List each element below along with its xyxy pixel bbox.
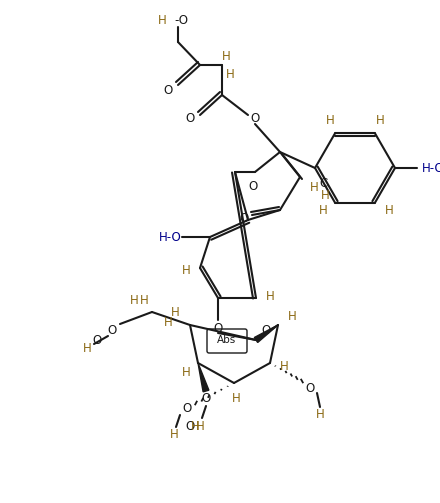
Text: O: O [213, 321, 223, 334]
Text: O: O [185, 420, 194, 433]
Text: H: H [310, 181, 319, 194]
FancyBboxPatch shape [207, 329, 247, 353]
Polygon shape [254, 325, 278, 343]
Text: H: H [164, 316, 172, 329]
Text: H: H [191, 420, 199, 433]
Text: H: H [170, 429, 178, 442]
Text: O: O [182, 402, 192, 415]
Text: O: O [185, 112, 194, 125]
Text: H: H [83, 342, 92, 355]
Text: O: O [163, 83, 172, 97]
Text: O: O [248, 180, 258, 193]
Text: H: H [158, 14, 166, 27]
Text: H: H [280, 361, 288, 374]
Text: O: O [202, 392, 211, 405]
Text: H: H [376, 114, 385, 127]
Text: Abs: Abs [217, 335, 237, 345]
Text: O: O [305, 381, 315, 394]
Text: H-O: H-O [159, 230, 181, 243]
Polygon shape [198, 363, 209, 392]
Text: H: H [226, 67, 235, 80]
Text: O: O [261, 323, 271, 337]
Text: O: O [250, 112, 260, 125]
Text: O: O [239, 211, 249, 224]
Text: H: H [171, 306, 180, 319]
Text: H: H [222, 49, 231, 62]
Text: H: H [319, 204, 327, 217]
Text: H: H [231, 391, 240, 404]
Text: -O: -O [174, 14, 188, 27]
Text: H: H [288, 310, 297, 323]
Text: H: H [139, 293, 148, 306]
Text: O: O [107, 323, 117, 337]
Text: C: C [319, 177, 327, 190]
Text: H: H [182, 264, 191, 277]
Text: H: H [326, 114, 334, 127]
Text: H: H [182, 367, 191, 379]
Text: H: H [315, 408, 324, 422]
Text: O: O [92, 333, 102, 347]
Text: H: H [130, 293, 138, 306]
Text: H-O: H-O [422, 161, 440, 175]
Text: H: H [321, 189, 330, 202]
Text: H: H [196, 420, 204, 433]
Text: H: H [266, 290, 275, 302]
Text: H: H [385, 204, 393, 217]
